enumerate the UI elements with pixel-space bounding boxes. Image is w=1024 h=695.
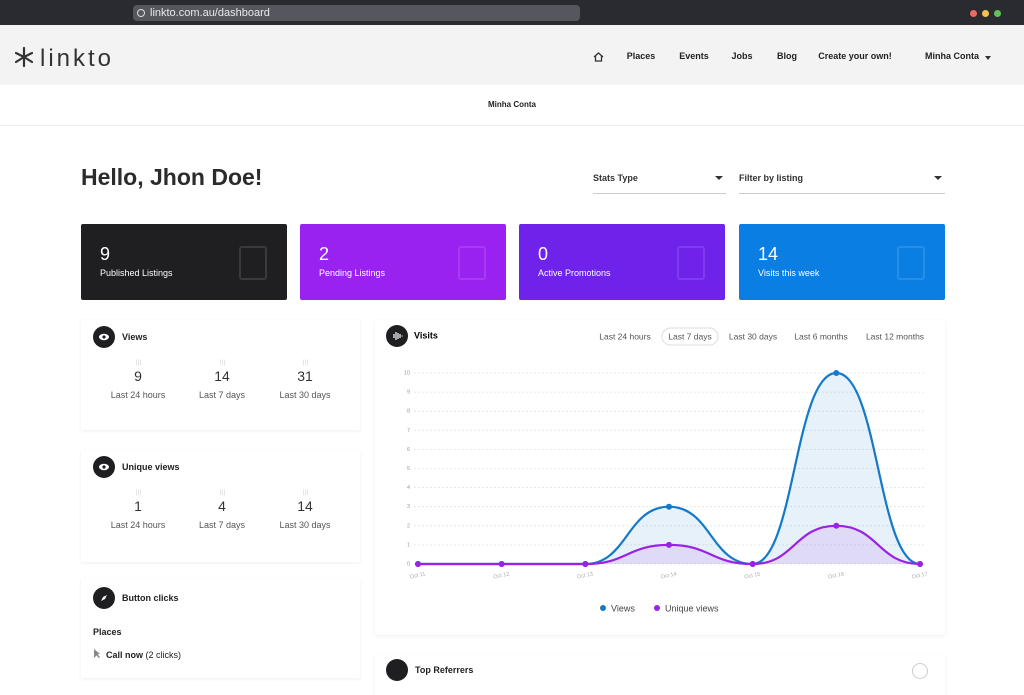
nav-link[interactable]: Blog	[777, 51, 797, 61]
card-watermark	[239, 246, 267, 280]
top-referrers-panel: Top Referrers	[375, 655, 945, 695]
account-menu[interactable]: Minha Conta	[925, 51, 979, 61]
bars-icon: │││	[134, 490, 142, 496]
bars-icon: │││	[301, 490, 309, 496]
panel-title: Button clicks	[122, 593, 179, 603]
click-label: Call now	[106, 650, 144, 660]
panel-title: Views	[122, 332, 148, 342]
stat-card[interactable]: 14 Visits this week	[739, 224, 945, 300]
stat-item: │││ 14 Last 7 days	[182, 360, 262, 400]
account-caret	[985, 56, 991, 60]
expand-button[interactable]	[912, 663, 928, 679]
card-watermark	[897, 246, 925, 280]
site-header: linkto Places Events Jobs Blog Create yo…	[0, 25, 1024, 85]
card-watermark	[677, 246, 705, 280]
stats-type-select[interactable]: Stats Type	[593, 166, 726, 194]
stat-label: Published Listings	[100, 268, 173, 278]
url-bar[interactable]: linkto.com.au/dashboard	[133, 5, 580, 21]
window-zoom[interactable]	[994, 10, 1001, 17]
cursor-icon	[94, 649, 100, 658]
stat-item: │││ 4 Last 7 days	[182, 490, 262, 530]
stat-value: 1	[134, 498, 142, 514]
stat-value: 31	[297, 368, 313, 384]
stat-card[interactable]: 2 Pending Listings	[300, 224, 506, 300]
eye-icon	[93, 326, 115, 348]
bars-icon: │││	[301, 360, 309, 366]
breadcrumb: Minha Conta	[488, 100, 536, 109]
stat-label: Last 24 hours	[110, 390, 166, 400]
referrer-icon	[386, 659, 408, 681]
logo-icon	[14, 46, 34, 68]
panel-title: Top Referrers	[415, 665, 474, 675]
stat-value: 2	[319, 244, 330, 264]
listing-filter-select[interactable]: Filter by listing	[739, 166, 945, 194]
stat-label: Pending Listings	[319, 268, 386, 278]
eye-icon	[93, 456, 115, 478]
stat-value: 0	[538, 244, 549, 264]
select-label: Filter by listing	[739, 173, 804, 183]
stat-label: Last 7 days	[198, 390, 246, 400]
browser-bar: linkto.com.au/dashboard	[0, 0, 1024, 25]
stat-card[interactable]: 0 Active Promotions	[519, 224, 725, 300]
select-label: Stats Type	[593, 173, 638, 183]
bars-icon: │││	[134, 360, 142, 366]
nav-link[interactable]: Create your own!	[818, 51, 892, 61]
logo-text[interactable]: linkto	[40, 45, 115, 72]
panel-title: Unique views	[122, 462, 180, 472]
visits-panel	[375, 320, 945, 635]
card-watermark	[458, 246, 486, 280]
bars-icon: │││	[218, 490, 226, 496]
compass-icon	[93, 587, 115, 609]
stat-value: 9	[100, 244, 111, 264]
wave-icon	[386, 325, 408, 347]
bars-icon: │││	[218, 360, 226, 366]
site-icon	[137, 9, 145, 17]
stat-card[interactable]: 9 Published Listings	[81, 224, 287, 300]
stat-label: Last 30 days	[279, 390, 331, 400]
stat-label: Active Promotions	[538, 268, 611, 278]
nav-link[interactable]: Places	[626, 51, 656, 61]
stat-item: │││ 9 Last 24 hours	[98, 360, 178, 400]
click-count: (2 clicks)	[145, 650, 182, 660]
breadcrumb-bar: Minha Conta	[0, 85, 1024, 126]
greeting: Hello, Jhon Doe!	[81, 164, 263, 190]
page: { "browser": {"url": "linkto.com.au/dash…	[0, 0, 1024, 681]
url-text: linkto.com.au/dashboard	[150, 7, 270, 19]
stat-label: Visits this week	[758, 268, 820, 278]
stat-label: Last 24 hours	[110, 520, 166, 530]
stat-value: 14	[297, 498, 313, 514]
section-title: Places	[93, 627, 122, 637]
nav-link[interactable]: Events	[679, 51, 709, 61]
button-clicks-panel: Button clicks Places Call now (2 clicks)	[81, 578, 360, 678]
stat-value: 14	[758, 244, 779, 264]
stat-label: Last 30 days	[279, 520, 331, 530]
stat-item: │││ 14 Last 30 days	[265, 490, 345, 530]
nav-link[interactable]: Jobs	[731, 51, 753, 61]
unique-views-panel: Unique views │││ 1 Last 24 hours │││ 4 Last 7…	[81, 450, 360, 562]
stat-label: Last 7 days	[198, 520, 246, 530]
home-icon[interactable]	[593, 52, 604, 62]
views-panel: Views │││ 9 Last 24 hours │││ 14 Last 7 days │…	[81, 320, 360, 430]
window-close[interactable]	[970, 10, 977, 17]
window-minimize[interactable]	[982, 10, 989, 17]
stat-value: 14	[214, 368, 230, 384]
stat-item: │││ 31 Last 30 days	[265, 360, 345, 400]
stat-value: 9	[134, 368, 142, 384]
click-item: Call now (2 clicks)	[106, 650, 181, 660]
stat-value: 4	[218, 498, 226, 514]
stat-item: │││ 1 Last 24 hours	[98, 490, 178, 530]
